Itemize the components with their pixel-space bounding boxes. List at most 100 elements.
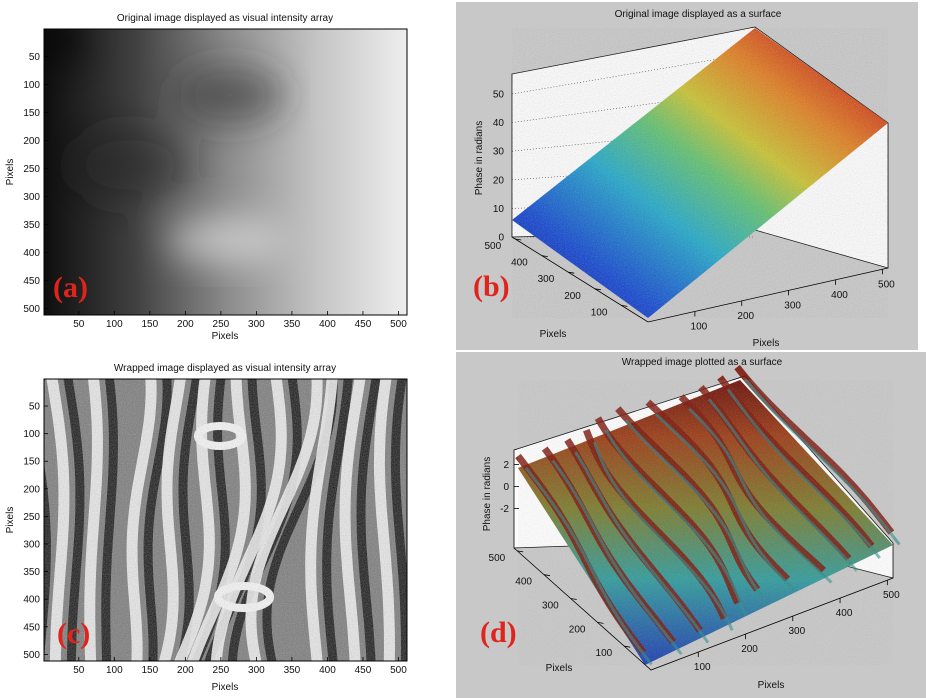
- fringe-light: [414, 379, 423, 661]
- y-tick-mark: [515, 238, 522, 241]
- x-tick-label: 100: [691, 321, 708, 332]
- ridge-trough: [743, 378, 901, 546]
- panel-c-xlabel: Pixels: [212, 682, 239, 693]
- x-tick-label: 300: [248, 319, 265, 330]
- y-tick-label: 300: [542, 601, 559, 612]
- x-tick-label: 450: [355, 319, 372, 330]
- panel-a: Original image displayed as visual inten…: [5, 13, 408, 342]
- x-tick-label: 350: [284, 319, 301, 330]
- x-tick-label: 500: [878, 279, 895, 290]
- y-tick-label: 500: [485, 241, 502, 252]
- y-tick-label: 50: [29, 402, 41, 413]
- panel-b-label: (b): [473, 270, 510, 303]
- y-tick-label: 500: [23, 304, 40, 315]
- y-tick-label: 200: [23, 136, 40, 147]
- x-tick-label: 50: [73, 319, 85, 330]
- x-tick-label: 300: [788, 626, 805, 637]
- y-tick-mark: [543, 574, 551, 577]
- x-tick-label: 150: [142, 665, 159, 676]
- y-tick-label: 450: [23, 622, 40, 633]
- y-tick-label: 100: [23, 429, 40, 440]
- x-tick-label: 150: [142, 319, 159, 330]
- z-tick-label: -2: [500, 504, 509, 515]
- panel-a-title: Original image displayed as visual inten…: [117, 13, 333, 24]
- x-tick-label: 200: [177, 665, 194, 676]
- panel-d-ticks: -2 0 2 100 200 300 400 500 100 200 300 400 500: [489, 460, 901, 673]
- x-tick-label: 400: [836, 608, 853, 619]
- y-tick-label: 250: [23, 512, 40, 523]
- panel-c-title: Wrapped image displayed as visual intens…: [114, 363, 336, 374]
- y-tick-mark: [517, 550, 524, 553]
- panel-d-zlabel: Phase in radians: [482, 457, 493, 532]
- x-tick-label: 450: [355, 665, 372, 676]
- x-tick-label: 100: [106, 665, 123, 676]
- panel-a-label: (a): [53, 271, 88, 304]
- y-tick-mark: [541, 255, 548, 257]
- x-tick-label: 200: [741, 644, 758, 655]
- panel-d-front-axes: [513, 547, 894, 671]
- y-tick-label: 200: [23, 484, 40, 495]
- panel-b-ylabel: Pixels: [540, 329, 567, 340]
- x-tick-label: 500: [883, 590, 900, 601]
- y-tick-mark: [597, 621, 604, 624]
- x-tick-label: 400: [319, 319, 336, 330]
- panel-d-label: (d): [480, 616, 517, 649]
- x-tick-label: 300: [784, 300, 801, 311]
- y-tick-label: 100: [591, 307, 608, 318]
- x-tick-label: 500: [390, 665, 407, 676]
- x-tick-label: 100: [694, 662, 711, 673]
- y-tick-label: 400: [515, 577, 532, 588]
- x-tick-label: 400: [319, 665, 336, 676]
- x-tick-label: 50: [73, 665, 85, 676]
- panel-d-title: Wrapped image plotted as a surface: [622, 357, 783, 368]
- y-tick-label: 150: [23, 108, 40, 119]
- panel-c-label: (c): [57, 617, 90, 650]
- x-tick-label: 200: [177, 319, 194, 330]
- y-tick-label: 500: [23, 650, 40, 661]
- z-tick-label: 50: [493, 90, 505, 101]
- x-tick-label: 350: [284, 665, 301, 676]
- panel-d-xlabel: Pixels: [758, 680, 785, 691]
- panel-a-image: [44, 29, 407, 315]
- y-tick-label: 300: [23, 540, 40, 551]
- z-tick-label: 30: [493, 147, 505, 158]
- panel-d-ylabel: Pixels: [546, 663, 573, 674]
- y-tick-label: 500: [489, 553, 506, 564]
- z-tick-label: 2: [503, 460, 509, 471]
- y-tick-label: 400: [511, 258, 528, 269]
- y-tick-label: 350: [23, 567, 40, 578]
- ridge: [734, 364, 895, 535]
- x-tick-label: 300: [248, 665, 265, 676]
- y-tick-label: 100: [23, 80, 40, 91]
- y-tick-label: 300: [538, 274, 555, 285]
- y-tick-label: 200: [564, 291, 581, 302]
- x-tick-label: 250: [213, 665, 230, 676]
- panel-c: Wrapped image displayed as visual intens…: [5, 363, 423, 693]
- panel-c-ylabel: Pixels: [5, 507, 16, 534]
- y-tick-label: 250: [23, 164, 40, 175]
- panel-c-axes: 50 100 150 200 250 300 350 400 450 500 50 100 150 200…: [23, 402, 407, 676]
- x-tick-label: 400: [831, 290, 848, 301]
- y-tick-label: 400: [23, 248, 40, 259]
- y-tick-mark: [594, 288, 601, 291]
- y-tick-label: 300: [23, 192, 40, 203]
- panel-b-front-axes: [511, 236, 889, 323]
- z-tick-label: 0: [503, 482, 509, 493]
- panel-b-title: Original image displayed as a surface: [615, 9, 782, 20]
- z-tick-label: 0: [498, 233, 504, 244]
- panel-d: Wrapped image plotted as a surface -2 0 2 1…: [456, 352, 926, 698]
- y-tick-label: 50: [29, 52, 41, 63]
- panel-b-ticks: 0 10 20 30 40 50 100 200 300 400 500 100 200 300 400 50…: [485, 90, 896, 333]
- y-tick-label: 200: [569, 624, 586, 635]
- panel-a-xlabel: Pixels: [212, 331, 239, 342]
- panel-c-image: [44, 379, 423, 661]
- x-tick-label: 200: [737, 311, 754, 322]
- y-tick-label: 400: [23, 595, 40, 606]
- x-tick-label: 250: [213, 319, 230, 330]
- z-tick-label: 10: [493, 204, 505, 215]
- z-tick-label: 40: [493, 118, 505, 129]
- y-tick-label: 100: [596, 648, 613, 659]
- x-tick-label: 500: [390, 319, 407, 330]
- y-tick-label: 350: [23, 220, 40, 231]
